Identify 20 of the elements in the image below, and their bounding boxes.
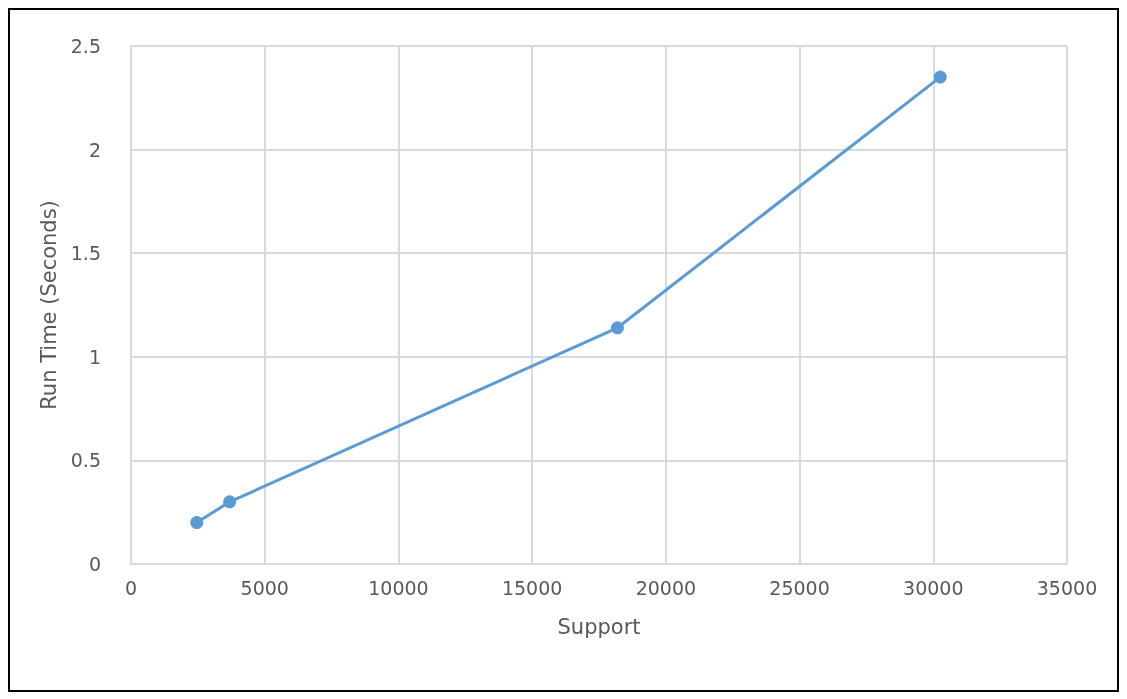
y-tick-label: 2 (88, 138, 101, 161)
x-tick-label: 0 (124, 576, 138, 599)
x-tick-label: 10000 (368, 576, 429, 599)
y-tick-label: 2.5 (70, 35, 101, 57)
point (610, 321, 624, 335)
point (190, 516, 204, 530)
x-tick-label: 15000 (501, 576, 563, 599)
y-axis-title: Run Time (Seconds) (37, 200, 62, 410)
x-tick-label: 25000 (769, 576, 830, 599)
x-tick-label: 30000 (903, 576, 964, 599)
x-tick-label: 20000 (635, 576, 697, 599)
y-tick-label: 1 (88, 345, 101, 368)
x-tick-label: 35000 (1036, 576, 1098, 599)
y-tick-label: 0.5 (70, 449, 101, 472)
point (933, 70, 947, 84)
x-tick-label: 5000 (240, 576, 289, 599)
point (223, 495, 237, 509)
y-tick-label: 0 (88, 553, 101, 575)
y-tick-label: 1.5 (70, 242, 101, 265)
x-axis-title: Support (557, 614, 641, 639)
